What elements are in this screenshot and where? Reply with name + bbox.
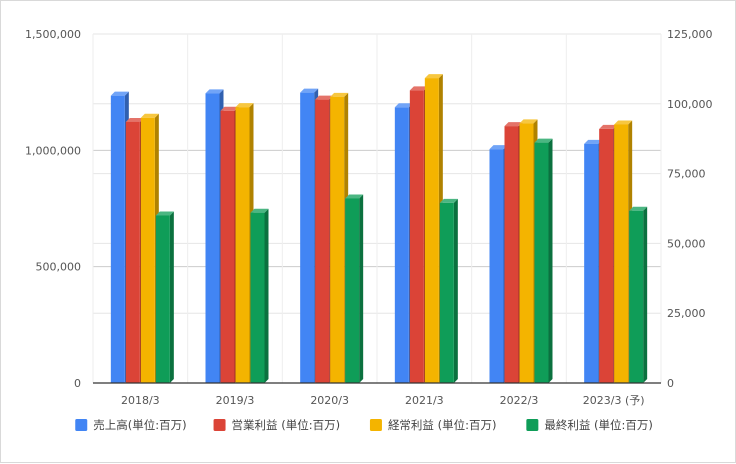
bar-4-3 [345,194,364,383]
legend-item: 経常利益 (単位:百万) [369,418,497,432]
left-axis-ticks: 0 500,000 1,000,000 1,500,000 [25,28,81,390]
legend-item: 最終利益 (単位:百万) [526,418,653,432]
legend-label: 最終利益 (単位:百万) [544,418,653,432]
right-axis-ticks: 0 25,000 50,000 75,000 100,000 125,000 [667,28,713,390]
legend-label: 売上高(単位:百万) [93,418,186,432]
bar-4-6 [629,206,648,383]
legend: 売上高(単位:百万) 営業利益 (単位:百万) 経常利益 (単位:百万) 最終利益 (… [75,418,653,432]
x-axis-tick-label: 2023/3 (予) [583,394,645,407]
x-axis-tick-label: 2021/3 [405,394,444,407]
legend-label: 営業利益 (単位:百万) [232,418,341,432]
bar-4-4 [439,198,458,383]
gridlines [92,33,662,383]
right-axis-tick-label: 100,000 [667,98,713,111]
legend-item: 営業利益 (単位:百万) [213,418,341,432]
bar-4-1 [155,211,174,383]
bar-4-2 [250,208,269,383]
bar-4-5 [534,138,553,383]
x-axis-tick-label: 2020/3 [310,394,349,407]
legend-swatch [75,419,88,431]
left-axis-tick-label: 0 [74,377,81,390]
right-axis-tick-label: 25,000 [667,307,706,320]
right-axis-tick-label: 75,000 [667,168,706,181]
legend-swatch [213,419,226,431]
left-axis-tick-label: 1,000,000 [25,144,81,157]
left-axis-tick-label: 500,000 [36,261,82,274]
x-axis-tick-label: 2022/3 [500,394,539,407]
legend-label: 経常利益 (単位:百万) [388,418,497,432]
x-axis-tick-label: 2019/3 [216,394,255,407]
legend-item: 売上高(単位:百万) [75,418,187,432]
right-axis-tick-label: 125,000 [667,28,713,41]
legend-swatch [526,419,539,431]
x-axis-tick-label: 2018/3 [121,394,160,407]
bars [110,74,648,384]
legend-swatch [369,419,382,431]
right-axis-tick-label: 0 [667,377,674,390]
x-axis-ticks: 2018/3 2019/3 2020/3 2021/3 2022/3 2023/3 (予) [121,394,645,407]
right-axis-tick-label: 50,000 [667,237,706,250]
left-axis-tick-label: 1,500,000 [25,28,81,41]
